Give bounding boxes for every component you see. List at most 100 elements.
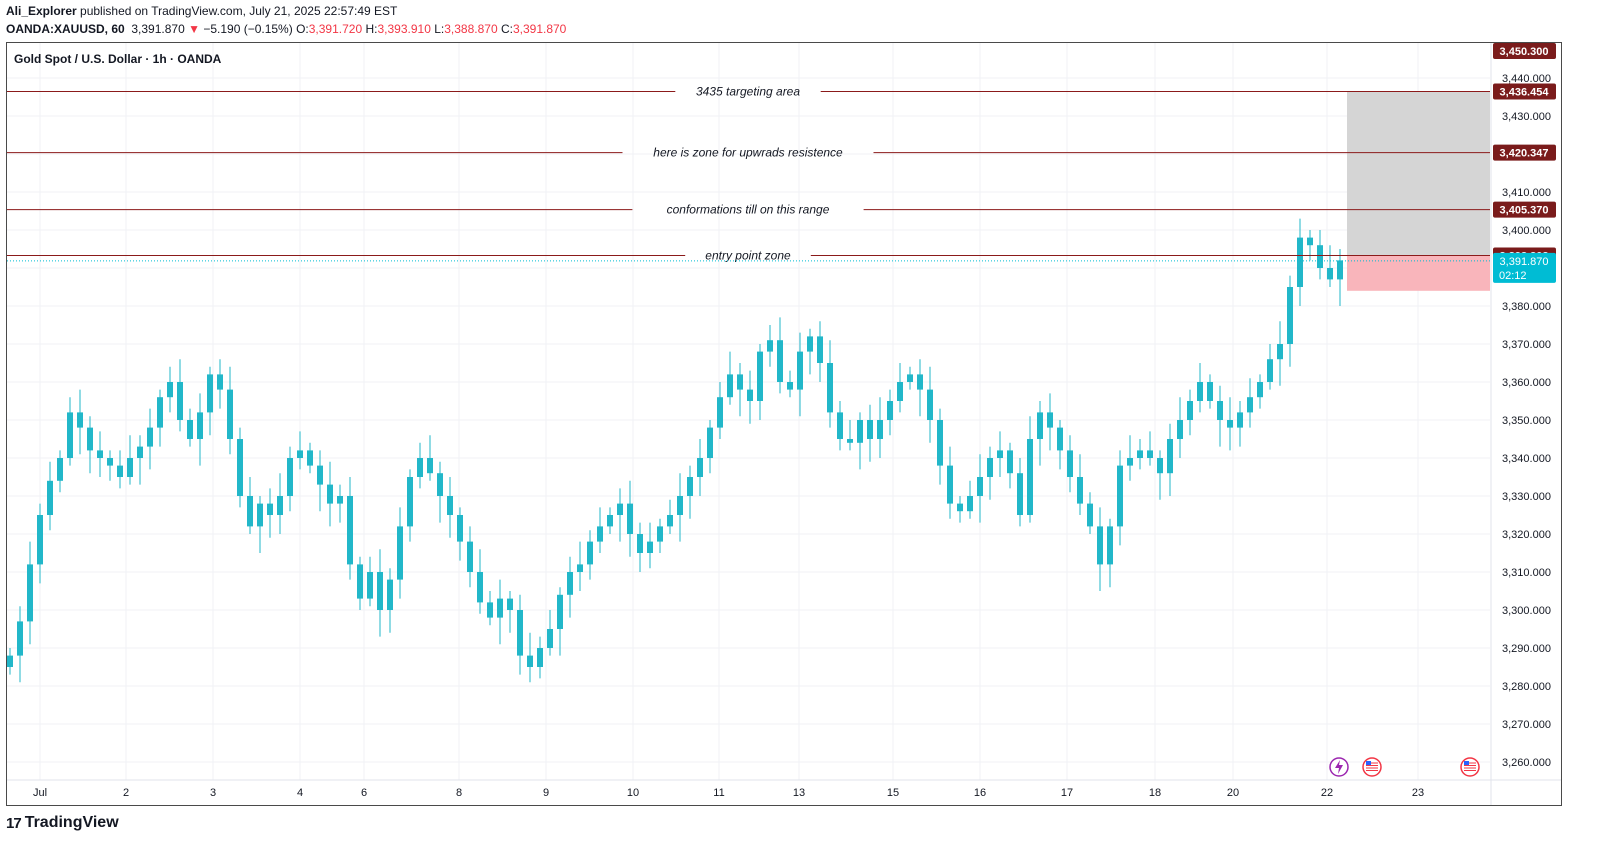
stop-zone <box>1347 255 1490 291</box>
y-tick-label: 3,290.000 <box>1502 643 1551 655</box>
symbol-label: OANDA:XAUUSD, 60 <box>6 22 125 36</box>
published-text: published on TradingView.com, July 21, 2… <box>76 4 398 18</box>
close-value: 3,391.870 <box>512 22 567 36</box>
y-tick-label: 3,350.000 <box>1502 415 1551 427</box>
y-tick-label: 3,380.000 <box>1502 301 1551 313</box>
level-label: conformations till on this range <box>667 203 830 217</box>
candle-body <box>417 458 423 477</box>
candle-body <box>717 397 723 428</box>
candle-body <box>27 564 33 622</box>
x-tick-label: 6 <box>361 787 367 799</box>
candle-body <box>367 572 373 599</box>
candle-body <box>877 420 883 439</box>
y-tick-label: 3,300.000 <box>1502 605 1551 617</box>
candle-body <box>867 420 873 439</box>
candle-body <box>297 450 303 458</box>
tradingview-brand[interactable]: 17 TradingView <box>6 814 119 832</box>
y-tick-label: 3,370.000 <box>1502 339 1551 351</box>
candle-body <box>257 503 263 527</box>
candle-body <box>1297 237 1303 287</box>
author-name[interactable]: Ali_Explorer <box>6 4 77 18</box>
x-tick-label: 3 <box>210 787 216 799</box>
candle-body <box>847 439 853 443</box>
candle-body <box>1047 412 1053 428</box>
candle-body <box>137 446 143 458</box>
price-tag: 3,405.370 <box>1500 205 1549 217</box>
candle-body <box>1257 382 1263 398</box>
candle-body <box>1187 401 1193 420</box>
x-tick-label: 15 <box>887 787 899 799</box>
candle-body <box>1147 450 1153 458</box>
x-tick-label: 13 <box>793 787 805 799</box>
candle-body <box>157 397 163 428</box>
candle-body <box>57 458 63 481</box>
candle-body <box>1037 412 1043 439</box>
candle-body <box>817 336 823 363</box>
candle-body <box>1217 401 1223 420</box>
y-tick-label: 3,320.000 <box>1502 529 1551 541</box>
x-tick-label: 18 <box>1149 787 1161 799</box>
chart-frame[interactable] <box>6 42 1562 806</box>
price-tag: 3,450.300 <box>1500 46 1549 58</box>
candle-body <box>47 480 53 515</box>
candle-body <box>217 374 223 390</box>
candle-body <box>1247 397 1253 413</box>
x-tick-label: 22 <box>1321 787 1333 799</box>
candle-body <box>77 412 83 428</box>
candle-body <box>737 374 743 390</box>
candle-body <box>887 401 893 420</box>
candle-body <box>357 564 363 599</box>
candle-body <box>1197 382 1203 401</box>
candle-body <box>557 594 563 629</box>
candle-body <box>347 496 353 565</box>
candle-body <box>237 439 243 496</box>
candle-body <box>467 541 473 572</box>
x-tick-label: Jul <box>33 787 47 799</box>
x-tick-label: 23 <box>1412 787 1424 799</box>
price-tag-bg <box>1493 43 1556 59</box>
candle-body <box>1167 439 1173 474</box>
candle-body <box>267 503 273 515</box>
current-price-tag: 3,391.870 <box>1500 256 1549 268</box>
candle-body <box>377 572 383 610</box>
level-label: entry point zone <box>705 248 791 262</box>
candle-body <box>1117 465 1123 527</box>
candle-body <box>977 477 983 496</box>
candle-body <box>337 496 343 504</box>
candle-body <box>827 363 833 413</box>
x-tick-label: 17 <box>1061 787 1073 799</box>
candle-body <box>787 382 793 390</box>
candle-body <box>597 526 603 542</box>
candle-body <box>1287 287 1293 344</box>
candle-body <box>197 412 203 439</box>
candle-body <box>437 473 443 496</box>
low-value: 3,388.870 <box>444 22 498 36</box>
price-tag-bg <box>1493 83 1556 100</box>
x-tick-label: 10 <box>627 787 639 799</box>
candle-body <box>67 412 73 458</box>
candle-body <box>147 427 153 447</box>
candle-body <box>187 420 193 439</box>
candle-body <box>107 458 113 466</box>
candle-body <box>37 515 43 565</box>
candle-body <box>17 621 23 656</box>
candle-body <box>1017 473 1023 515</box>
candle-body <box>1077 477 1083 504</box>
candle-body <box>1207 382 1213 401</box>
candle-body <box>527 655 533 667</box>
candle-body <box>1067 450 1073 477</box>
candle-body <box>1267 359 1273 382</box>
countdown-timer: 02:12 <box>1499 270 1527 282</box>
flag-canton <box>1366 761 1371 765</box>
candle-body <box>1087 503 1093 527</box>
us-flag-icon <box>1460 757 1480 777</box>
y-tick-label: 3,440.000 <box>1502 73 1551 85</box>
high-label: H: <box>365 22 378 36</box>
candle-body <box>1157 458 1163 474</box>
candle-body <box>637 534 643 553</box>
candle-body <box>697 458 703 477</box>
candle-body <box>857 420 863 443</box>
candle-body <box>577 564 583 572</box>
candle-body <box>1107 526 1113 565</box>
